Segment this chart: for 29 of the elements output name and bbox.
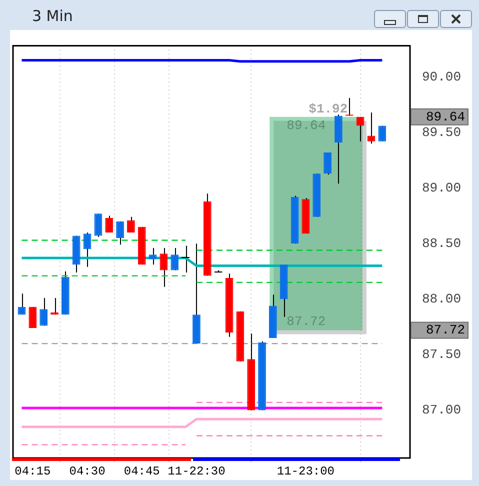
y-tick-label: 89.00 — [422, 180, 462, 196]
candlestick — [40, 298, 48, 326]
x-tick-label: 11-22:30 — [168, 464, 226, 478]
x-tick-label: 11-23:00 — [276, 464, 335, 478]
candlestick — [148, 248, 157, 266]
x-tick-label: 04:45 — [124, 464, 160, 478]
candlestick — [367, 112, 376, 144]
candlestick — [356, 116, 364, 142]
candlestick — [94, 213, 102, 238]
y-tick-label: 89.50 — [422, 124, 462, 140]
x-tick-label: 04:15 — [14, 464, 51, 478]
text: 87.72 — [426, 322, 465, 338]
y-tick-label: 90.00 — [422, 69, 462, 84]
candlestick — [160, 248, 168, 288]
y-tick-label: 87.00 — [422, 402, 462, 418]
candlestick — [182, 245, 190, 273]
candlestick — [324, 152, 332, 176]
candlestick — [105, 215, 114, 233]
text: 89.64 — [426, 109, 466, 124]
x-tick-label: 04:30 — [69, 464, 106, 478]
candlestick — [83, 232, 92, 268]
candlestick — [170, 248, 179, 271]
y-tick-label: 87.50 — [422, 347, 462, 362]
chart-title: 3 Min — [32, 7, 73, 25]
y-tick-label: 88.50 — [422, 236, 462, 252]
annotation: 89.64 — [286, 118, 326, 133]
annotation: $1.92 — [308, 102, 348, 117]
candlestick — [116, 220, 124, 246]
y-tick-label: 88.00 — [422, 292, 462, 307]
